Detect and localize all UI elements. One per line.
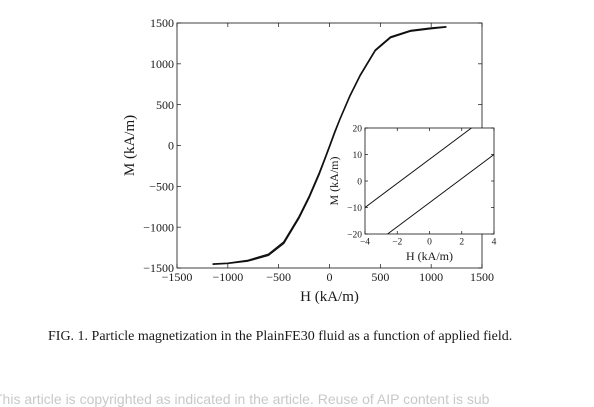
inset-x-tick-label: 0 <box>427 238 432 248</box>
inset-x-tick-label: 2 <box>459 238 464 248</box>
main-y-tick-label: 500 <box>156 98 174 112</box>
inset-plot-background <box>365 128 494 234</box>
inset-y-tick-label: −20 <box>347 230 362 240</box>
main-x-tick-label: −1000 <box>212 270 243 284</box>
inset-x-axis-label: H (kA/m) <box>406 249 453 263</box>
magnetization-figure: −1500 −1000 −500 0 500 1000 1500−1500−1000−500… <box>122 16 497 305</box>
main-x-tick-label: 1000 <box>419 270 443 284</box>
main-y-tick-label: 1000 <box>150 57 174 71</box>
inset-series-2-line <box>387 154 495 235</box>
figure-caption: FIG. 1. Particle magnetization in the Pl… <box>48 329 513 344</box>
main-series-2-line <box>212 26 447 265</box>
main-x-tick-label: 500 <box>371 270 389 284</box>
main-y-tick-label: 1500 <box>150 16 174 30</box>
inset-x-tick-label: −2 <box>392 238 402 248</box>
copyright-footer: This article is copyrighted as indicated… <box>0 391 490 407</box>
main-x-axis-label: H (kA/m) <box>300 289 359 305</box>
main-x-tick-label: −500 <box>266 270 291 284</box>
inset-y-tick-label: 0 <box>357 177 362 187</box>
inset-y-axis-label: M (kA/m) <box>327 157 341 206</box>
main-x-tick-label: 1500 <box>470 270 494 284</box>
main-y-axis-label: M (kA/m) <box>122 115 138 176</box>
main-y-tick-label: −1500 <box>143 261 174 275</box>
main-x-tick-label: −1500 <box>162 270 193 284</box>
main-y-tick-label: −500 <box>149 180 174 194</box>
inset-y-tick-label: 20 <box>353 124 363 134</box>
main-y-tick-label: −1000 <box>143 220 174 234</box>
main-y-tick-label: 0 <box>168 139 174 153</box>
inset-series-1-line <box>364 127 472 208</box>
inset-y-tick-label: 10 <box>353 151 363 161</box>
main-x-tick-label: 0 <box>327 270 333 284</box>
inset-x-tick-label: 4 <box>492 238 497 248</box>
inset-x-tick-label: −4 <box>360 238 370 248</box>
inset-y-tick-label: −10 <box>347 204 362 214</box>
